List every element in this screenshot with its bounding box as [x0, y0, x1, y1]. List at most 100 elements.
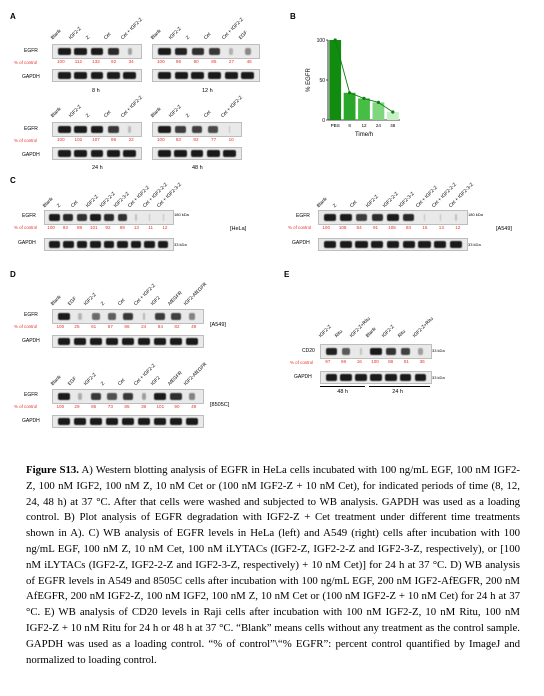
- gapdh-blot: [152, 147, 242, 160]
- lane-label: IGF2: [150, 375, 162, 387]
- lane-label: Cet: [103, 110, 113, 119]
- percent-value: 100: [47, 225, 55, 230]
- band: [78, 312, 82, 321]
- lane-label: Blank: [50, 106, 63, 119]
- gapdh-row-label: GAPDH: [22, 74, 40, 80]
- kda-egfr: 180 kDa: [174, 212, 189, 217]
- band: [371, 213, 383, 222]
- bar-8: [343, 92, 356, 120]
- percent-value: 84: [157, 324, 163, 329]
- band: [107, 125, 119, 134]
- lane-label: Ritu: [334, 329, 344, 339]
- lane-label: Z: [332, 203, 339, 209]
- lane-label: IGF2-Z: [381, 324, 396, 339]
- band: [77, 213, 87, 222]
- cell-line-label: [HeLa]: [230, 226, 247, 232]
- percent-value: 13: [438, 225, 444, 230]
- band: [339, 241, 352, 248]
- percent-value: 34: [128, 59, 134, 64]
- gapdh-row-label: GAPDH: [22, 418, 40, 424]
- kda-cd20: 33 kDa: [432, 348, 445, 353]
- band: [434, 241, 447, 248]
- band: [325, 374, 338, 381]
- lane-label: Blank: [42, 196, 55, 209]
- trend-point: [376, 100, 380, 104]
- band: [74, 47, 87, 56]
- band: [63, 213, 74, 222]
- band: [90, 213, 101, 222]
- egfr-row-label: EGFR: [24, 126, 38, 132]
- lane-label: IGF2-Z: [168, 104, 183, 119]
- band: [401, 347, 411, 356]
- band: [449, 241, 463, 248]
- lane-label: Ritu: [397, 329, 407, 339]
- band: [107, 392, 117, 401]
- percent-value: 83: [175, 137, 181, 142]
- gapdh-blot: [52, 69, 142, 82]
- band: [89, 418, 103, 425]
- panel-a-label: A: [10, 12, 16, 21]
- band: [175, 125, 186, 134]
- bar-24: [372, 102, 385, 120]
- bar-PBS: [329, 40, 342, 120]
- percent-value: 89: [76, 225, 83, 230]
- percent-value: 96: [175, 59, 182, 64]
- band: [224, 72, 238, 79]
- band: [57, 47, 71, 56]
- percent-value: 67: [107, 324, 113, 329]
- trend-point: [333, 38, 337, 42]
- percent-value: 107: [92, 137, 100, 142]
- percent-value: 61: [91, 324, 97, 329]
- egfr-row-label: EGFR: [24, 312, 38, 318]
- lane-label: Cet + IGF2-Z: [120, 95, 145, 119]
- band: [418, 347, 423, 356]
- percent-value: 100: [56, 404, 65, 409]
- band: [122, 392, 134, 401]
- band: [103, 241, 115, 248]
- band: [127, 47, 132, 56]
- band: [455, 213, 457, 222]
- band: [90, 392, 102, 401]
- lane-label: Blank: [50, 374, 63, 387]
- band: [157, 125, 171, 134]
- panel-b-label: B: [290, 12, 296, 21]
- percent-value: 86: [111, 137, 117, 142]
- x-tick-label: 24: [376, 123, 382, 128]
- egfr-blot: [52, 389, 204, 404]
- percent-value: 12: [162, 225, 168, 230]
- caption-text: A) Western blotting analysis of EGFR in …: [26, 464, 520, 666]
- gapdh-blot: [152, 69, 260, 82]
- lane-label: IGF2-Z: [318, 324, 333, 339]
- y-tick-label: 50: [319, 78, 325, 84]
- cell-line-label: [A549]: [496, 226, 512, 232]
- lane-label: IGF2: [150, 295, 162, 307]
- gapdh-blot: [52, 415, 204, 428]
- kda-gapdh: 33 kDa: [432, 375, 445, 380]
- y-tick-label: 100: [317, 38, 326, 44]
- percent-value: 105: [388, 225, 396, 230]
- band: [74, 72, 87, 79]
- band: [117, 241, 128, 248]
- gapdh-row-label: GAPDH: [18, 240, 36, 246]
- lane-label: IGF2-Z: [85, 194, 100, 209]
- lane-label: Z: [185, 113, 192, 119]
- egfr-blot: [152, 44, 260, 59]
- cd20-blot: [320, 344, 432, 359]
- percent-value: 10: [228, 137, 234, 142]
- lane-label: Z: [85, 35, 92, 41]
- caption-title: Figure S13.: [26, 464, 79, 476]
- percent-control-label: % of control: [14, 60, 38, 65]
- percent-value: 49: [191, 324, 197, 329]
- lane-label: Cet: [203, 32, 213, 41]
- band: [107, 312, 117, 321]
- band: [63, 241, 74, 248]
- percent-value: 16: [356, 359, 362, 364]
- percent-value: 15: [422, 225, 428, 230]
- percent-control-label: % of control: [14, 225, 38, 230]
- percent-value: 97: [325, 359, 331, 364]
- x-tick-label: 8: [348, 123, 351, 128]
- lane-label: EGF: [238, 30, 250, 41]
- band: [107, 47, 120, 56]
- percent-value: 85: [124, 404, 130, 409]
- band: [154, 312, 166, 321]
